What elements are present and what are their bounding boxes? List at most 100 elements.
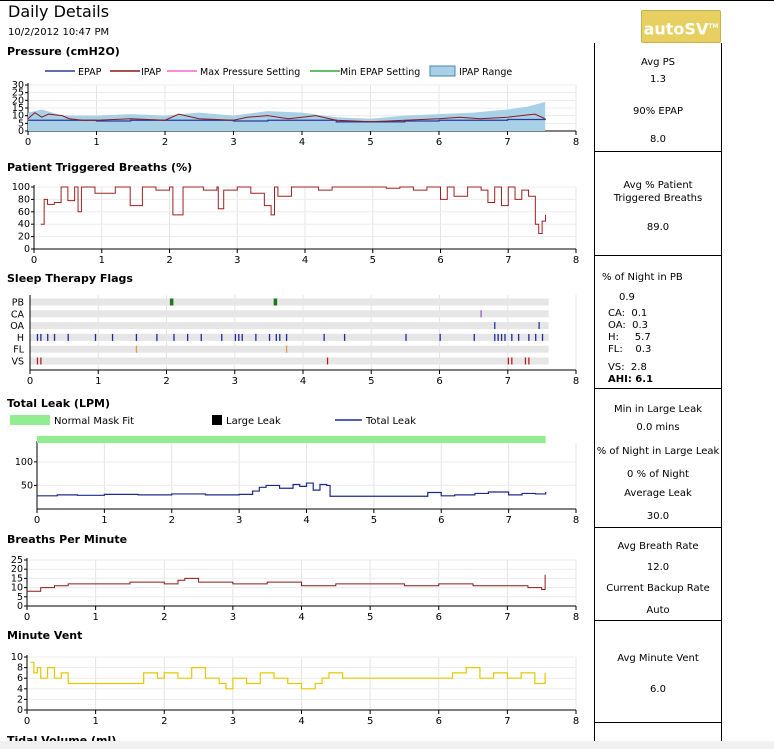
x-tick-label: 8 bbox=[573, 137, 579, 148]
avg-ps-label: Avg PS bbox=[640, 57, 676, 68]
x-tick-label: 5 bbox=[371, 515, 377, 526]
flag-event-h bbox=[500, 333, 503, 341]
bpm-line bbox=[27, 574, 546, 592]
summary-sidebar: Avg PS 1.3 90% EPAP 8.0 Avg % Patient Tr… bbox=[594, 43, 722, 743]
x-tick-label: 8 bbox=[573, 716, 579, 727]
y-tick-label: 40 bbox=[18, 219, 30, 230]
avg-minute-vent-value: 6.0 bbox=[650, 684, 666, 695]
flag-event-h bbox=[504, 333, 506, 341]
avg-breath-rate-label: Avg Breath Rate bbox=[617, 541, 699, 552]
page-date: 10/2/2012 10:47 PM bbox=[8, 27, 110, 38]
flag-event-h bbox=[173, 333, 175, 341]
triggered-line bbox=[40, 186, 547, 234]
x-tick-label: 6 bbox=[438, 515, 444, 526]
flag-event-h bbox=[200, 333, 202, 341]
charts-canvas: EPAP IPAP Max Pressure Setting Min EPAP Set… bbox=[10, 65, 579, 727]
x-tick-label: 3 bbox=[230, 612, 236, 623]
y-tick-label: 100 bbox=[12, 182, 30, 193]
x-tick-label: 4 bbox=[300, 376, 306, 387]
x-tick-label: 6 bbox=[436, 376, 442, 387]
y-tick-label: 0 bbox=[17, 705, 23, 716]
x-tick-label: 4 bbox=[302, 255, 308, 266]
y-tick-label: 60 bbox=[18, 207, 30, 218]
flag-event-h bbox=[497, 333, 499, 341]
flag-row-label-ca: CA bbox=[11, 309, 25, 320]
x-tick-label: 2 bbox=[169, 515, 175, 526]
x-tick-label: 0 bbox=[27, 376, 33, 387]
avg-minute-vent-label: Avg Minute Vent bbox=[617, 653, 699, 664]
x-tick-label: 5 bbox=[367, 716, 373, 727]
leak-legend-large-swatch bbox=[212, 415, 222, 425]
h-value: H: 5.7 bbox=[608, 332, 651, 343]
x-tick-label: 5 bbox=[370, 255, 376, 266]
y-tick-label: 25 bbox=[12, 88, 24, 99]
flag-event-h bbox=[67, 333, 69, 341]
flag-row-band-oa bbox=[30, 322, 549, 330]
y-tick-label: 15 bbox=[12, 103, 24, 114]
x-tick-label: 7 bbox=[505, 255, 511, 266]
y-tick-label: 10 bbox=[12, 111, 24, 122]
x-tick-label: 1 bbox=[93, 137, 99, 148]
flag-event-vs bbox=[507, 357, 510, 365]
x-tick-label: 4 bbox=[303, 515, 309, 526]
y-tick-label: 5 bbox=[18, 118, 24, 129]
x-tick-label: 2 bbox=[163, 376, 169, 387]
flag-row-band-fl bbox=[30, 345, 549, 353]
flag-event-ca bbox=[480, 310, 482, 318]
x-tick-label: 2 bbox=[166, 255, 172, 266]
x-tick-label: 2 bbox=[162, 137, 168, 148]
tidal-volume-summary bbox=[595, 722, 721, 744]
x-tick-label: 5 bbox=[367, 137, 373, 148]
flag-row-band-pb bbox=[30, 298, 549, 306]
pressure-legend-min-epap: Min EPAP Setting bbox=[340, 67, 420, 78]
y-tick-label: 8 bbox=[17, 663, 23, 674]
flag-event-h bbox=[238, 333, 240, 341]
flag-event-h bbox=[343, 333, 346, 341]
y-tick-label: 15 bbox=[11, 573, 23, 584]
x-tick-label: 1 bbox=[92, 716, 98, 727]
x-tick-label: 2 bbox=[161, 612, 167, 623]
vs-value: VS: 2.8 bbox=[608, 362, 647, 373]
normal-mask-fit-bar bbox=[37, 436, 546, 443]
oa-value: OA: 0.3 bbox=[608, 320, 648, 331]
x-tick-label: 1 bbox=[99, 255, 105, 266]
flag-event-h bbox=[111, 333, 114, 341]
pb-label: % of Night in PB bbox=[602, 272, 683, 283]
pressure-title: Pressure (cmH2O) bbox=[7, 45, 120, 58]
page-title: Daily Details bbox=[8, 2, 110, 21]
x-tick-label: 0 bbox=[24, 612, 30, 623]
flag-event-h bbox=[156, 333, 158, 341]
x-tick-label: 3 bbox=[232, 376, 238, 387]
minute-vent-title: Minute Vent bbox=[7, 629, 83, 642]
pb-value: 0.9 bbox=[619, 292, 635, 303]
flag-row-label-vs: VS bbox=[11, 357, 24, 368]
flag-event-h bbox=[53, 333, 56, 341]
x-tick-label: 7 bbox=[505, 376, 511, 387]
leak-title: Total Leak (LPM) bbox=[7, 397, 110, 410]
y-tick-label: 20 bbox=[12, 95, 24, 106]
flag-event-oa bbox=[538, 322, 540, 330]
bpm-title: Breaths Per Minute bbox=[7, 533, 128, 546]
y-tick-label: 0 bbox=[17, 601, 23, 612]
x-tick-label: 4 bbox=[298, 716, 304, 727]
x-tick-label: 3 bbox=[234, 255, 240, 266]
flag-event-oa bbox=[494, 322, 496, 330]
flags-title: Sleep Therapy Flags bbox=[7, 272, 133, 285]
flag-row-band-vs bbox=[30, 357, 549, 365]
flag-event-h bbox=[241, 333, 243, 341]
x-tick-label: 5 bbox=[368, 376, 374, 387]
y-tick-label: 30 bbox=[12, 80, 24, 91]
y-tick-label: 20 bbox=[18, 232, 30, 243]
total-leak-line bbox=[37, 482, 547, 497]
flag-event-h bbox=[255, 333, 257, 341]
flag-event-h bbox=[47, 333, 49, 341]
flag-event-h bbox=[94, 333, 97, 341]
flag-event-vs bbox=[511, 357, 513, 365]
x-tick-label: 3 bbox=[230, 137, 236, 148]
x-tick-label: 2 bbox=[161, 716, 167, 727]
flag-row-label-oa: OA bbox=[10, 321, 24, 332]
flags-summary: % of Night in PB 0.9 CA: 0.1 OA: 0.3 H: … bbox=[595, 255, 721, 389]
x-tick-label: 4 bbox=[298, 612, 304, 623]
flag-event-h bbox=[405, 333, 407, 341]
x-tick-label: 1 bbox=[92, 612, 98, 623]
